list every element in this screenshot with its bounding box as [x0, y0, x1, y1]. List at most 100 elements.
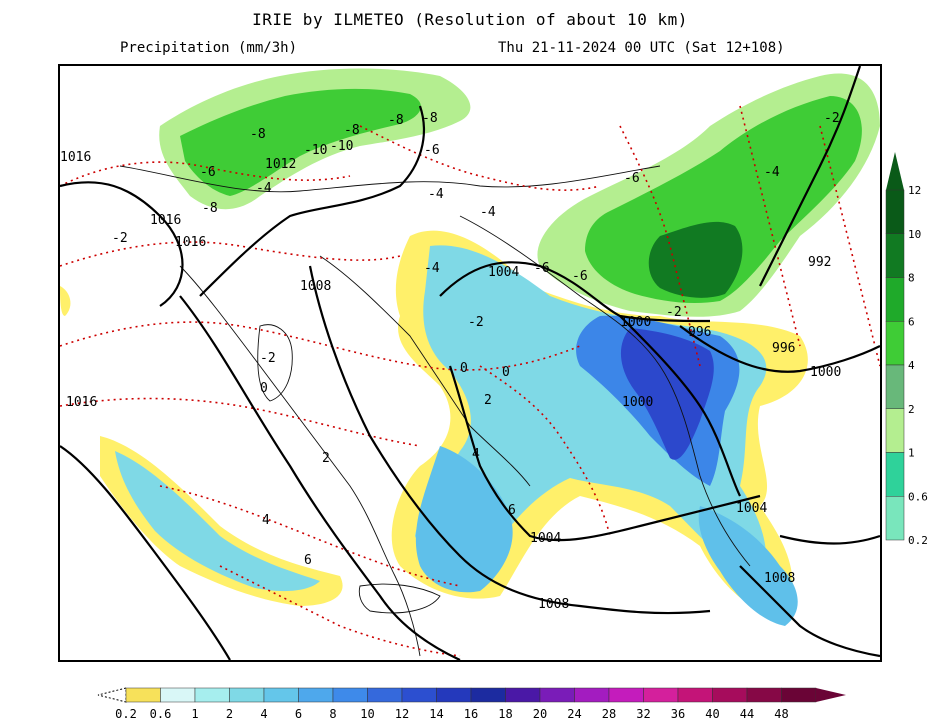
precip-scale-swatch [677, 687, 713, 703]
precip-scale-swatch [436, 687, 472, 703]
isobars [60, 66, 880, 660]
precip-scale-tick-label: 32 [636, 707, 650, 721]
snow-scale-ticks: 12 10 8 6 4 2 1 0.6 0.2 [908, 184, 928, 547]
isobar-label: 996 [772, 341, 795, 356]
precip-scale-swatch [367, 687, 403, 703]
precip-scale-tick-label: 1 [191, 707, 198, 721]
rain-area-tyrrhenian-inner [115, 451, 320, 592]
precip-scale-swatch [470, 687, 506, 703]
precip-scale-tick-label: 0.2 [115, 707, 137, 721]
precip-scale-tick-label: 20 [533, 707, 547, 721]
precip-scale-swatch [229, 687, 265, 703]
isobar-line [179, 295, 461, 660]
isobar-label: 1004 [530, 531, 561, 546]
border-north [119, 165, 661, 193]
isobar-label: 1016 [66, 395, 97, 410]
isotherm-label: -10 [304, 143, 327, 158]
coastline-balkans [459, 215, 751, 567]
isotherm-label: -4 [256, 181, 272, 196]
snow-scale-tick-label: 0.6 [908, 490, 928, 503]
coastline-sicily [358, 583, 441, 614]
isotherm-label: -2 [666, 305, 682, 320]
isotherm-label: 2 [322, 451, 330, 466]
precip-scale-tick-label: 40 [705, 707, 719, 721]
snow-scale-tick-label: 4 [908, 359, 915, 372]
isotherms [60, 105, 880, 657]
isobar-line [60, 181, 184, 307]
isotherm-label: -4 [764, 165, 780, 180]
snow-scale-bar [885, 152, 905, 541]
snow-scale-tick-label: 8 [908, 272, 915, 285]
isotherm-label: 4 [472, 447, 480, 462]
precip-scale-right-arrow [816, 688, 846, 702]
precip-scale-swatch [781, 687, 817, 703]
forecast-map: 1016 1016 1016 1012 1008 1004 1000 1000 … [58, 64, 882, 662]
isobar-line [619, 315, 741, 497]
precip-scale-tick-label: 16 [464, 707, 478, 721]
precip-scale-swatch [194, 687, 230, 703]
precip-scale-swatch [160, 687, 196, 703]
isobar-label: 1000 [810, 365, 841, 380]
snow-scale-swatch [885, 189, 905, 234]
precip-scale-bar [97, 687, 846, 703]
precip-scale-tick-label: 0.6 [150, 707, 172, 721]
precip-scale-swatch [401, 687, 437, 703]
isotherm-line [819, 125, 880, 367]
precip-scale-tick-label: 12 [395, 707, 409, 721]
isobar-label: 1000 [620, 315, 651, 330]
isotherm-line [60, 397, 421, 447]
isotherm-label: -2 [824, 111, 840, 126]
isobar-label: 1012 [265, 157, 296, 172]
isotherm-label: -6 [572, 269, 588, 284]
snow-area-alps-mid [180, 88, 421, 196]
isobar-line [199, 105, 425, 297]
precip-scale-swatch [608, 687, 644, 703]
precip-scale-swatch [574, 687, 610, 703]
isobar-label: 1008 [764, 571, 795, 586]
precip-scale-swatch [298, 687, 334, 703]
isotherm-label: -6 [200, 165, 216, 180]
snow-scale-tick-label: 10 [908, 228, 921, 241]
isobar-label: 1016 [60, 150, 91, 165]
isotherm-label: -4 [424, 261, 440, 276]
isotherm-line [60, 321, 581, 371]
isotherm-line [739, 105, 801, 347]
isotherm-label: -8 [422, 111, 438, 126]
isotherm-line [60, 161, 351, 187]
isobar-label: 1000 [622, 395, 653, 410]
isotherm-label: 0 [260, 381, 268, 396]
isotherm-line [60, 241, 401, 267]
coastline-sardinia [257, 324, 293, 402]
precip-scale-swatch [263, 687, 299, 703]
snow-scale-top-arrow [886, 152, 904, 190]
snow-scale-swatch [885, 496, 905, 541]
precip-scale-swatch [332, 687, 368, 703]
isotherm-label: -8 [250, 127, 266, 142]
snow-field [159, 68, 880, 317]
isobar-label-group: 1016 1016 1016 1012 1008 1004 1000 1000 … [60, 150, 841, 612]
precip-scale-swatch [712, 687, 748, 703]
precip-scale-tick-label: 24 [567, 707, 581, 721]
snow-scale-swatch [885, 233, 905, 278]
precip-scale-tick-label: 8 [329, 707, 336, 721]
precip-scale-swatch [539, 687, 575, 703]
isotherm-label: 2 [484, 393, 492, 408]
isobar-label: 1016 [150, 213, 181, 228]
coastline-italy-east [319, 255, 531, 487]
precip-scale-swatch [643, 687, 679, 703]
rain-field [60, 230, 808, 626]
isobar-line [60, 445, 231, 660]
snow-scale-tick-label: 6 [908, 315, 915, 328]
precip-scale-tick-label: 4 [260, 707, 267, 721]
precip-scale-swatch [505, 687, 541, 703]
isotherm-label: -6 [534, 261, 550, 276]
precip-scale-tick-label: 28 [602, 707, 616, 721]
isobar-label: 1004 [736, 501, 767, 516]
isotherm-label: -2 [112, 231, 128, 246]
precip-scale-tick-label: 10 [360, 707, 374, 721]
isobar-label: 996 [688, 325, 711, 340]
precip-scale-tick-label: 44 [740, 707, 754, 721]
isobar-line [679, 325, 880, 373]
snow-scale-tick-label: 12 [908, 184, 921, 197]
valid-time-label: Thu 21-11-2024 00 UTC (Sat 12+108) [498, 40, 785, 56]
